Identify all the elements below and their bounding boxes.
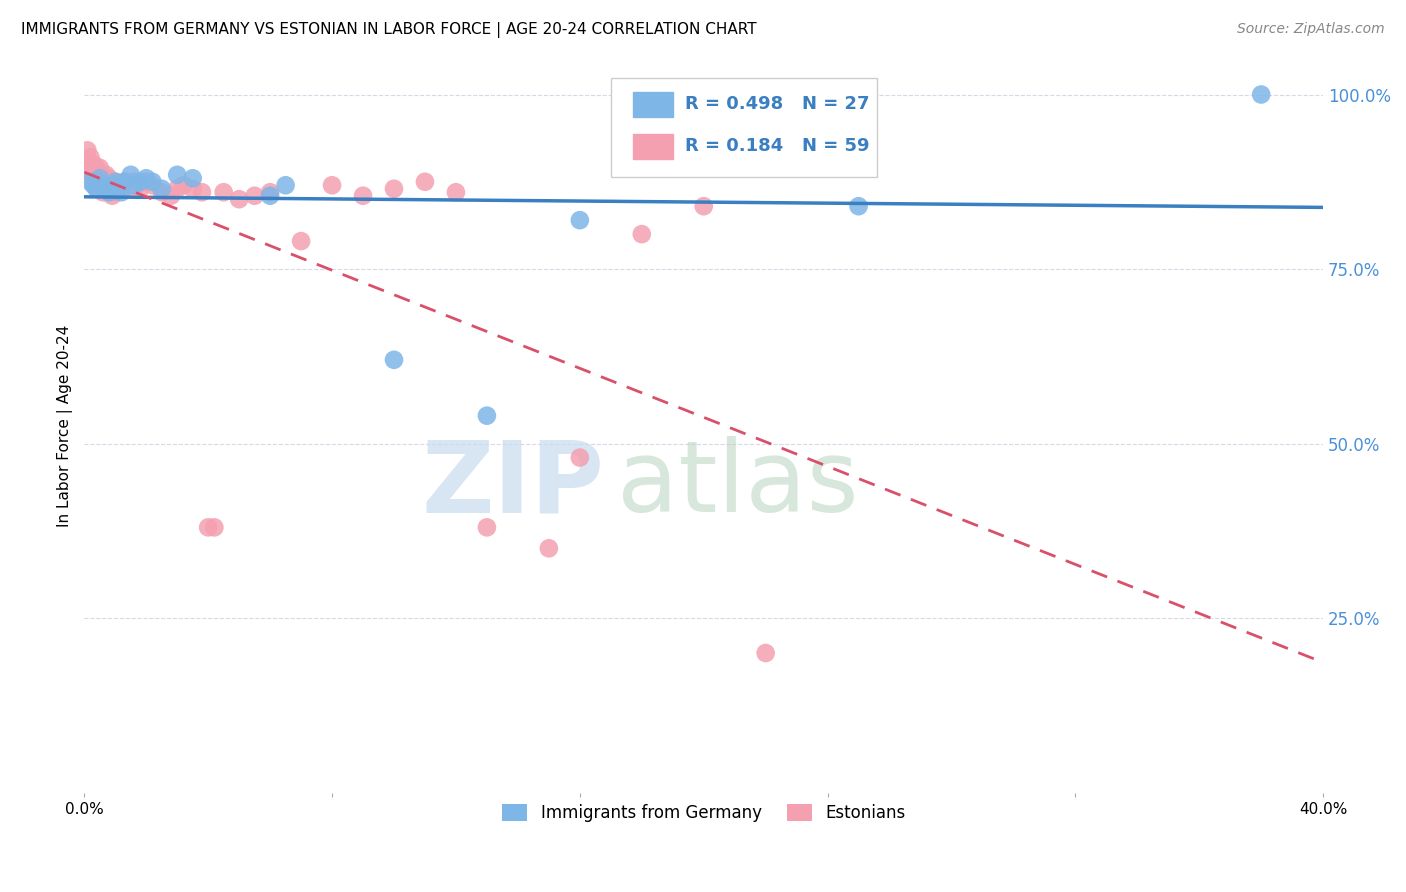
Point <box>1250 87 1272 102</box>
Point <box>104 175 127 189</box>
Point <box>259 188 281 202</box>
Point <box>79 168 101 182</box>
Point <box>104 175 127 189</box>
Point <box>382 182 405 196</box>
Point <box>86 182 108 196</box>
Point <box>110 186 132 200</box>
Point <box>129 182 152 196</box>
Point <box>181 182 204 196</box>
Point <box>243 188 266 202</box>
Point <box>120 168 142 182</box>
Point <box>101 178 124 193</box>
Point <box>79 175 101 189</box>
Text: R = 0.498   N = 27: R = 0.498 N = 27 <box>685 95 870 113</box>
Point <box>125 178 148 193</box>
Point <box>120 178 142 193</box>
Point <box>114 175 136 189</box>
Point <box>568 450 591 465</box>
Point <box>537 541 560 556</box>
Point <box>89 178 111 193</box>
Point <box>290 234 312 248</box>
Point <box>91 171 114 186</box>
Point <box>98 186 121 200</box>
Legend: Immigrants from Germany, Estonians: Immigrants from Germany, Estonians <box>489 791 918 836</box>
Point <box>382 352 405 367</box>
Point <box>135 171 157 186</box>
Point <box>141 175 163 189</box>
Point <box>76 144 98 158</box>
Point <box>191 186 214 200</box>
Point <box>98 171 121 186</box>
Point <box>141 178 163 193</box>
Point <box>91 186 114 200</box>
Text: ZIP: ZIP <box>422 436 605 533</box>
Text: R = 0.184   N = 59: R = 0.184 N = 59 <box>685 137 870 155</box>
Point <box>83 171 105 186</box>
Point <box>98 182 121 196</box>
Point <box>101 178 124 193</box>
Y-axis label: In Labor Force | Age 20-24: In Labor Force | Age 20-24 <box>58 325 73 527</box>
Point <box>630 227 652 241</box>
Point <box>101 188 124 202</box>
Point <box>166 182 188 196</box>
Point <box>150 182 173 196</box>
Point <box>129 175 152 189</box>
Point <box>181 171 204 186</box>
Point <box>321 178 343 193</box>
Point <box>107 182 129 196</box>
Point <box>475 520 498 534</box>
Point <box>413 175 436 189</box>
Point <box>122 175 145 189</box>
FancyBboxPatch shape <box>633 92 672 117</box>
Point <box>86 161 108 175</box>
Point <box>94 175 117 189</box>
Point <box>228 192 250 206</box>
Point <box>104 186 127 200</box>
Point <box>83 157 105 171</box>
Point <box>212 186 235 200</box>
Point <box>89 171 111 186</box>
Point <box>160 188 183 202</box>
Point <box>172 178 194 193</box>
Point <box>79 150 101 164</box>
Point <box>114 175 136 189</box>
FancyBboxPatch shape <box>610 78 877 177</box>
Point <box>259 186 281 200</box>
Point <box>693 199 716 213</box>
Point <box>568 213 591 227</box>
Point <box>202 520 225 534</box>
Point <box>444 186 467 200</box>
Point <box>755 646 778 660</box>
Point <box>107 182 129 196</box>
Point <box>274 178 297 193</box>
Point <box>150 186 173 200</box>
Point <box>110 178 132 193</box>
Point <box>83 164 105 178</box>
Point <box>117 182 139 196</box>
Point <box>86 175 108 189</box>
FancyBboxPatch shape <box>633 134 672 159</box>
Point <box>166 168 188 182</box>
Point <box>83 178 105 193</box>
Text: atlas: atlas <box>617 436 859 533</box>
Point <box>135 175 157 189</box>
Point <box>475 409 498 423</box>
Point <box>352 188 374 202</box>
Point <box>122 178 145 193</box>
Point <box>197 520 219 534</box>
Point <box>76 157 98 171</box>
Point <box>94 168 117 182</box>
Point <box>79 161 101 175</box>
Point <box>89 161 111 175</box>
Point <box>91 178 114 193</box>
Point <box>91 178 114 193</box>
Text: IMMIGRANTS FROM GERMANY VS ESTONIAN IN LABOR FORCE | AGE 20-24 CORRELATION CHART: IMMIGRANTS FROM GERMANY VS ESTONIAN IN L… <box>21 22 756 38</box>
Text: Source: ZipAtlas.com: Source: ZipAtlas.com <box>1237 22 1385 37</box>
Point <box>86 182 108 196</box>
Point <box>848 199 870 213</box>
Point <box>89 171 111 186</box>
Point <box>94 182 117 196</box>
